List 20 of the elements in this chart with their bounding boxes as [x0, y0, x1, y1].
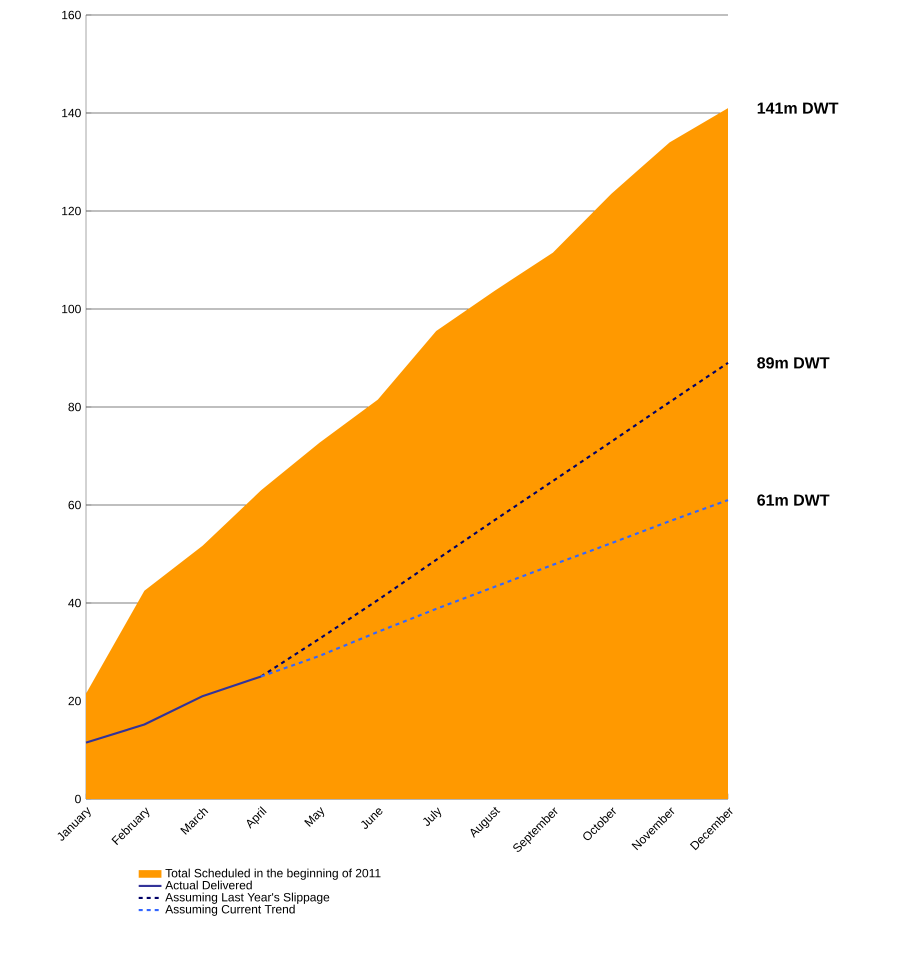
y-tick-label: 60	[68, 500, 81, 510]
line-series	[84, 675, 262, 744]
y-tick-label: 20	[68, 696, 81, 706]
legend-label: Assuming Current Trend	[165, 904, 295, 916]
annotation: 89m DWT	[757, 357, 830, 369]
annotation: 61m DWT	[757, 494, 830, 506]
y-tick-label: 80	[68, 402, 81, 412]
x-tick-label: July	[423, 807, 442, 826]
y-tick-label: 0	[75, 794, 81, 804]
legend-label: Total Scheduled in the beginning of 2011	[165, 868, 381, 880]
annotation: 141m DWT	[758, 102, 838, 114]
legend-label: Actual Delivered	[165, 880, 252, 890]
legend-label: Assuming Last Year's Slippage	[165, 892, 330, 904]
x-tick-label: May	[304, 807, 324, 827]
y-tick-label: 140	[62, 108, 81, 118]
y-tick-label: 40	[68, 598, 81, 608]
y-tick-label: 120	[62, 206, 81, 216]
y-tick-label: 160	[62, 10, 81, 20]
line-series	[260, 362, 730, 678]
y-tick-label: 100	[62, 304, 81, 314]
